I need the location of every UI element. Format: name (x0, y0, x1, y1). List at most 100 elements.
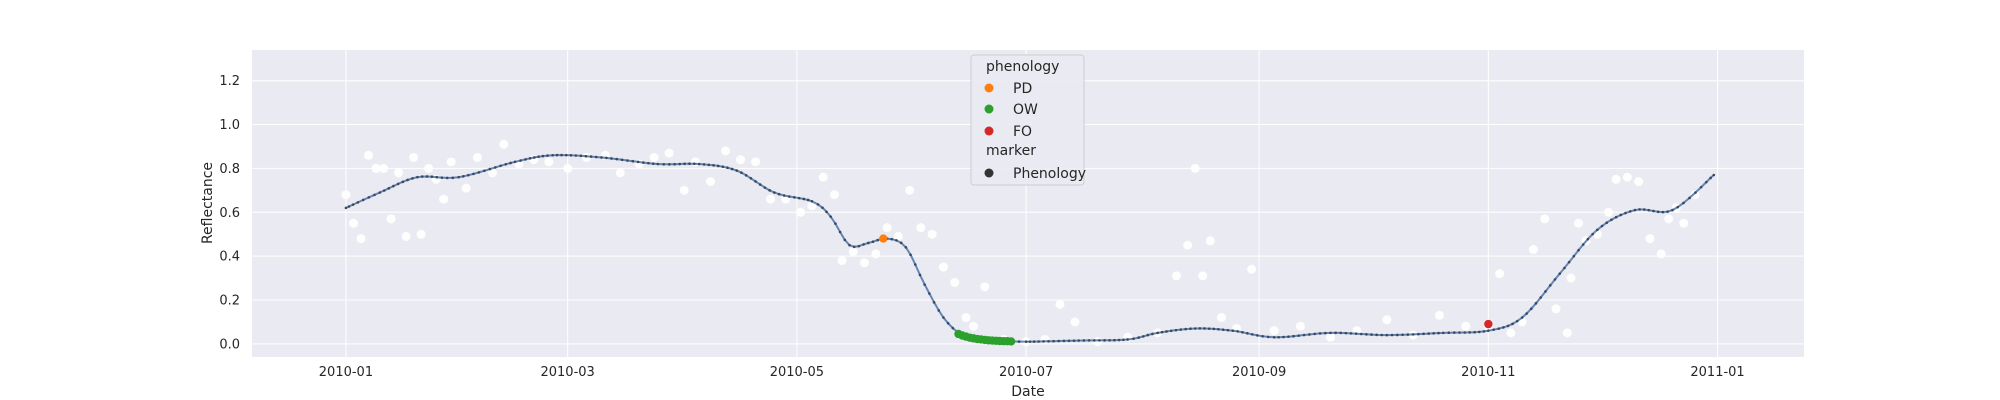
data-point (544, 157, 554, 167)
legend-box (970, 54, 1085, 186)
smoothed-line-marker (533, 156, 536, 159)
smoothed-line-marker (1487, 329, 1490, 332)
smoothed-line-marker (1092, 339, 1096, 342)
smoothed-line-marker (1179, 328, 1183, 331)
smoothed-line-marker (740, 171, 743, 175)
smoothed-line-marker (825, 210, 828, 214)
smoothed-line-marker (1406, 333, 1410, 336)
data-point (1055, 299, 1065, 309)
smoothed-line-marker (1217, 327, 1220, 331)
smoothed-line-marker (749, 176, 753, 180)
smoothed-line-marker (610, 157, 613, 160)
smoothed-line-marker (876, 238, 879, 242)
smoothed-line-marker (1329, 331, 1332, 335)
smoothed-line-marker (1047, 339, 1050, 343)
data-point (1656, 249, 1666, 259)
smoothed-line-marker (1534, 302, 1538, 305)
smoothed-line-marker (1292, 334, 1295, 338)
x-axis-ticks: 2010-01 2010-03 2010-05 2010-07 2010-09 2010-… (319, 365, 1745, 380)
smoothed-line-marker (1151, 332, 1154, 336)
data-point (472, 152, 482, 162)
smoothed-line-marker (763, 186, 767, 189)
smoothed-line-marker (1567, 260, 1571, 264)
smoothed-line-marker (457, 175, 460, 179)
data-point (720, 146, 730, 156)
data-point (1690, 190, 1700, 200)
x-axis-label: Date (1011, 384, 1044, 400)
data-point (950, 277, 960, 287)
smoothed-line-marker (466, 173, 470, 177)
smoothed-line-marker (1103, 339, 1106, 342)
smoothed-line-marker (1520, 316, 1524, 319)
smoothed-line-marker (1207, 327, 1211, 330)
smoothed-line-marker (1638, 208, 1641, 211)
data-point (461, 183, 471, 193)
smoothed-line-marker (1365, 333, 1368, 336)
smoothed-line-marker (1032, 340, 1036, 343)
smoothed-line-marker (1113, 338, 1116, 342)
smoothed-line-marker (773, 191, 776, 194)
smoothed-line-marker (537, 155, 540, 158)
smoothed-line-marker (1709, 176, 1712, 180)
smoothed-line-marker (589, 155, 593, 158)
smoothed-line-marker (1652, 209, 1655, 213)
smoothed-line-marker (1082, 339, 1086, 342)
smoothed-line-marker (647, 161, 650, 165)
smoothed-line-marker (1676, 205, 1680, 209)
smoothed-line-marker (673, 162, 676, 166)
smoothed-line-marker (895, 239, 898, 242)
smoothed-line-marker (810, 200, 814, 203)
smoothed-line-marker (1712, 173, 1716, 177)
smoothed-line-marker (504, 163, 508, 166)
smoothed-line-marker (1087, 339, 1091, 342)
smoothed-line-marker (668, 163, 671, 166)
smoothed-line-marker (1437, 331, 1440, 335)
smoothed-line-marker (1544, 290, 1547, 293)
smoothed-line-marker (1666, 210, 1669, 213)
smoothed-line-marker (852, 245, 856, 249)
data-point (1247, 264, 1257, 274)
smoothed-line-marker (829, 215, 833, 218)
data-point (1171, 271, 1181, 281)
smoothed-line-marker (1174, 328, 1178, 332)
data-point (563, 163, 573, 173)
smoothed-line-marker (1324, 331, 1327, 335)
smoothed-line-marker (1221, 328, 1225, 331)
smoothed-line-marker (1236, 330, 1239, 333)
smoothed-line-marker (1671, 208, 1674, 212)
data-point (1622, 172, 1632, 182)
smoothed-line-marker (1704, 180, 1708, 184)
smoothed-line-marker (656, 162, 660, 166)
smoothed-line-marker (1226, 328, 1230, 332)
smoothed-line-marker (721, 165, 725, 169)
smoothed-line-marker (1633, 208, 1637, 212)
smoothed-line-marker (1146, 333, 1150, 337)
data-point (736, 155, 746, 165)
smoothed-line-marker (688, 162, 691, 166)
smoothed-line-marker (367, 196, 371, 199)
smoothed-line-marker (1572, 254, 1576, 258)
smoothed-line-marker (1502, 326, 1505, 329)
smoothed-line-marker (642, 161, 645, 164)
smoothed-line-marker (797, 196, 801, 200)
smoothed-line-marker (683, 162, 686, 166)
phenology-point-pd (879, 234, 888, 243)
smoothed-line-marker (1067, 339, 1071, 343)
smoothed-line-marker (1497, 327, 1501, 330)
smoothed-line-marker (946, 322, 950, 325)
data-point (401, 231, 411, 241)
data-point (446, 157, 456, 167)
smoothed-line-marker (1458, 331, 1461, 334)
data-point (751, 157, 761, 167)
smoothed-line-marker (1370, 333, 1373, 336)
smoothed-line-marker (1375, 333, 1378, 337)
smoothed-line-marker (513, 160, 517, 164)
smoothed-line-marker (693, 162, 696, 166)
smoothed-line-marker (1256, 334, 1259, 337)
smoothed-line-marker (716, 164, 720, 168)
smoothed-line-marker (1169, 329, 1173, 333)
smoothed-line-marker (440, 176, 444, 179)
smoothed-line-marker (1098, 339, 1101, 342)
smoothed-line-marker (584, 154, 588, 158)
data-point (1183, 240, 1193, 250)
